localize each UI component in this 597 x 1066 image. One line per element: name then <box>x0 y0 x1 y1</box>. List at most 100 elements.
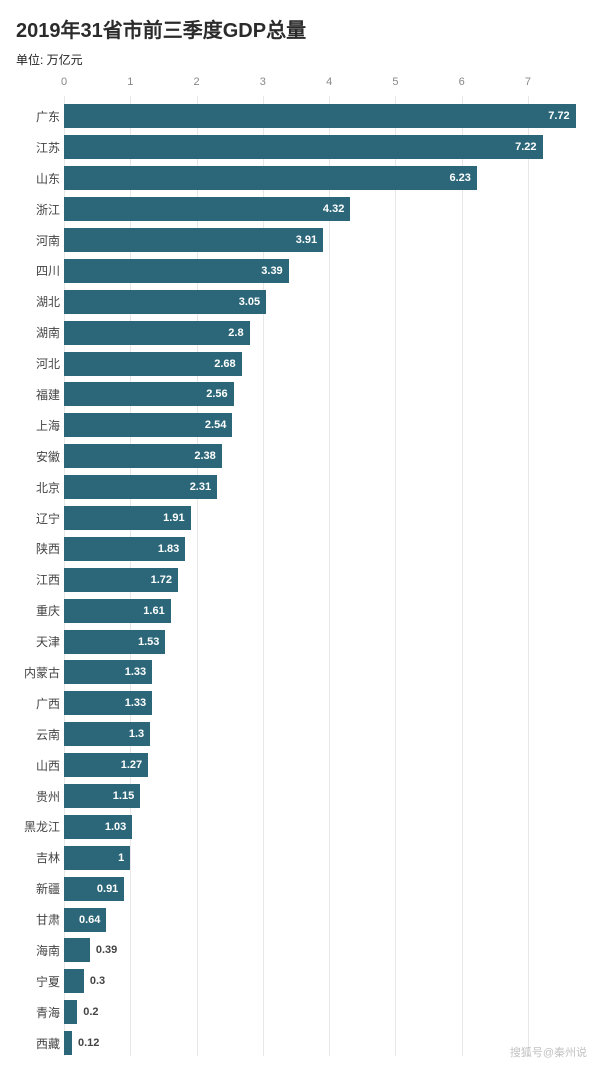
value-label: 2.54 <box>205 419 226 431</box>
bar-row: 山东6.23 <box>64 163 581 194</box>
category-label: 河南 <box>16 232 60 249</box>
watermark: 搜狐号@秦州说 <box>510 1044 587 1060</box>
value-label: 0.91 <box>97 883 118 895</box>
category-label: 广西 <box>16 695 60 712</box>
value-label: 1.3 <box>129 728 144 740</box>
bar-row: 江西1.72 <box>64 564 581 595</box>
x-tick-label: 6 <box>459 76 465 88</box>
bar <box>64 135 543 159</box>
value-label: 7.72 <box>548 110 569 122</box>
value-label: 2.56 <box>206 388 227 400</box>
bar <box>64 197 350 221</box>
category-label: 陕西 <box>16 540 60 557</box>
x-tick-label: 1 <box>127 76 133 88</box>
bar-row: 安徽2.38 <box>64 441 581 472</box>
bar-row: 广东7.72 <box>64 101 581 132</box>
value-label: 2.8 <box>228 327 243 339</box>
bar-row: 浙江4.32 <box>64 194 581 225</box>
bar-row: 北京2.31 <box>64 472 581 503</box>
category-label: 青海 <box>16 1004 60 1021</box>
category-label: 广东 <box>16 108 60 125</box>
category-label: 江苏 <box>16 139 60 156</box>
bar-row: 黑龙江1.03 <box>64 811 581 842</box>
bar-row: 上海2.54 <box>64 410 581 441</box>
category-label: 湖北 <box>16 293 60 310</box>
value-label: 4.32 <box>323 203 344 215</box>
bar-row: 四川3.39 <box>64 255 581 286</box>
bar-row: 重庆1.61 <box>64 595 581 626</box>
chart-subtitle: 单位: 万亿元 <box>16 51 581 68</box>
value-label: 2.68 <box>214 358 235 370</box>
bar <box>64 228 323 252</box>
value-label: 1.91 <box>163 512 184 524</box>
bar-row: 西藏0.12 <box>64 1028 581 1059</box>
category-label: 安徽 <box>16 448 60 465</box>
bar-row: 内蒙古1.33 <box>64 657 581 688</box>
value-label: 0.12 <box>78 1037 99 1049</box>
bar <box>64 104 576 128</box>
bar-row: 宁夏0.3 <box>64 966 581 997</box>
category-label: 天津 <box>16 633 60 650</box>
category-label: 山东 <box>16 170 60 187</box>
category-label: 山西 <box>16 757 60 774</box>
bar-row: 辽宁1.91 <box>64 503 581 534</box>
bar <box>64 290 266 314</box>
bar-row: 广西1.33 <box>64 688 581 719</box>
bar <box>64 166 477 190</box>
value-label: 1.33 <box>125 697 146 709</box>
category-label: 吉林 <box>16 849 60 866</box>
category-label: 四川 <box>16 262 60 279</box>
value-label: 1.03 <box>105 821 126 833</box>
value-label: 0.39 <box>96 944 117 956</box>
bar-row: 青海0.2 <box>64 997 581 1028</box>
category-label: 西藏 <box>16 1035 60 1052</box>
bar-row: 新疆0.91 <box>64 873 581 904</box>
category-label: 宁夏 <box>16 973 60 990</box>
bar-row: 河南3.91 <box>64 225 581 256</box>
plot-area: 广东7.72江苏7.22山东6.23浙江4.32河南3.91四川3.39湖北3.… <box>64 96 581 1056</box>
bar-row: 陕西1.83 <box>64 533 581 564</box>
category-label: 内蒙古 <box>16 664 60 681</box>
bar-row: 贵州1.15 <box>64 781 581 812</box>
category-label: 新疆 <box>16 880 60 897</box>
value-label: 1.53 <box>138 636 159 648</box>
x-tick-label: 4 <box>326 76 332 88</box>
bars: 广东7.72江苏7.22山东6.23浙江4.32河南3.91四川3.39湖北3.… <box>64 101 581 1059</box>
value-label: 1.61 <box>143 605 164 617</box>
bar-row: 河北2.68 <box>64 348 581 379</box>
value-label: 1.72 <box>151 574 172 586</box>
value-label: 1 <box>118 852 124 864</box>
value-label: 2.31 <box>190 481 211 493</box>
category-label: 甘肃 <box>16 911 60 928</box>
chart-container: 2019年31省市前三季度GDP总量 单位: 万亿元 01234567 广东7.… <box>0 0 597 1066</box>
bar-row: 吉林1 <box>64 842 581 873</box>
value-label: 1.33 <box>125 666 146 678</box>
bar <box>64 321 250 345</box>
bar-row: 海南0.39 <box>64 935 581 966</box>
category-label: 上海 <box>16 417 60 434</box>
bar <box>64 1031 72 1055</box>
category-label: 福建 <box>16 386 60 403</box>
value-label: 3.39 <box>261 265 282 277</box>
value-label: 0.64 <box>79 914 100 926</box>
bar-row: 江苏7.22 <box>64 132 581 163</box>
bar-row: 山西1.27 <box>64 750 581 781</box>
value-label: 2.38 <box>194 450 215 462</box>
category-label: 云南 <box>16 726 60 743</box>
x-tick-label: 0 <box>61 76 67 88</box>
category-label: 江西 <box>16 571 60 588</box>
x-axis-ticks: 01234567 <box>64 76 581 96</box>
axis-area: 01234567 广东7.72江苏7.22山东6.23浙江4.32河南3.91四… <box>64 76 581 1056</box>
category-label: 北京 <box>16 479 60 496</box>
value-label: 6.23 <box>450 172 471 184</box>
value-label: 3.91 <box>296 234 317 246</box>
bar-row: 天津1.53 <box>64 626 581 657</box>
bar-row: 湖南2.8 <box>64 317 581 348</box>
x-tick-label: 2 <box>194 76 200 88</box>
x-tick-label: 5 <box>392 76 398 88</box>
category-label: 海南 <box>16 942 60 959</box>
bar <box>64 969 84 993</box>
value-label: 0.3 <box>90 975 105 987</box>
category-label: 湖南 <box>16 324 60 341</box>
bar <box>64 259 289 283</box>
